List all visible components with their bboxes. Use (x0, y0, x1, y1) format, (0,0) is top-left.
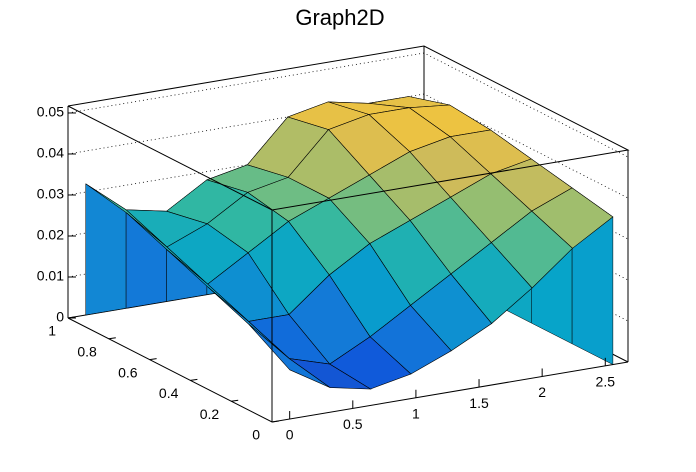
curtain (85, 183, 127, 316)
z-tick-label: 0.04 (37, 145, 64, 161)
grid-line (67, 52, 629, 158)
y-tick-label: 0.8 (77, 344, 97, 360)
grid-line (67, 93, 629, 199)
y-tick (190, 378, 198, 381)
x-tick-label: 2 (538, 384, 546, 400)
x-tick-label: 2.5 (596, 374, 616, 390)
y-tick (108, 337, 116, 340)
y-tick-label: 0.6 (118, 364, 138, 380)
z-tick-label: 0 (56, 309, 64, 325)
z-tick-label: 0.05 (37, 104, 64, 120)
y-tick (231, 399, 239, 402)
y-tick-label: 0.4 (159, 385, 179, 401)
x-tick-label: 1 (412, 405, 420, 421)
chart-title: Graph2D (295, 5, 384, 30)
z-tick-label: 0.03 (37, 186, 64, 202)
y-tick-label: 0.2 (200, 406, 220, 422)
surface-patch (248, 324, 331, 388)
y-tick (149, 358, 157, 361)
grid-line (67, 134, 629, 240)
y-tick-label: 0 (252, 427, 260, 443)
y-tick (67, 316, 76, 319)
z-tick-label: 0.01 (37, 268, 64, 284)
z-tick-label: 0.02 (37, 227, 64, 243)
y-tick (271, 420, 280, 423)
y-tick-label: 1 (48, 323, 56, 339)
x-tick-label: 1.5 (469, 395, 489, 411)
x-tick-label: 0.5 (343, 416, 363, 432)
x-tick-label: 0 (286, 427, 294, 443)
